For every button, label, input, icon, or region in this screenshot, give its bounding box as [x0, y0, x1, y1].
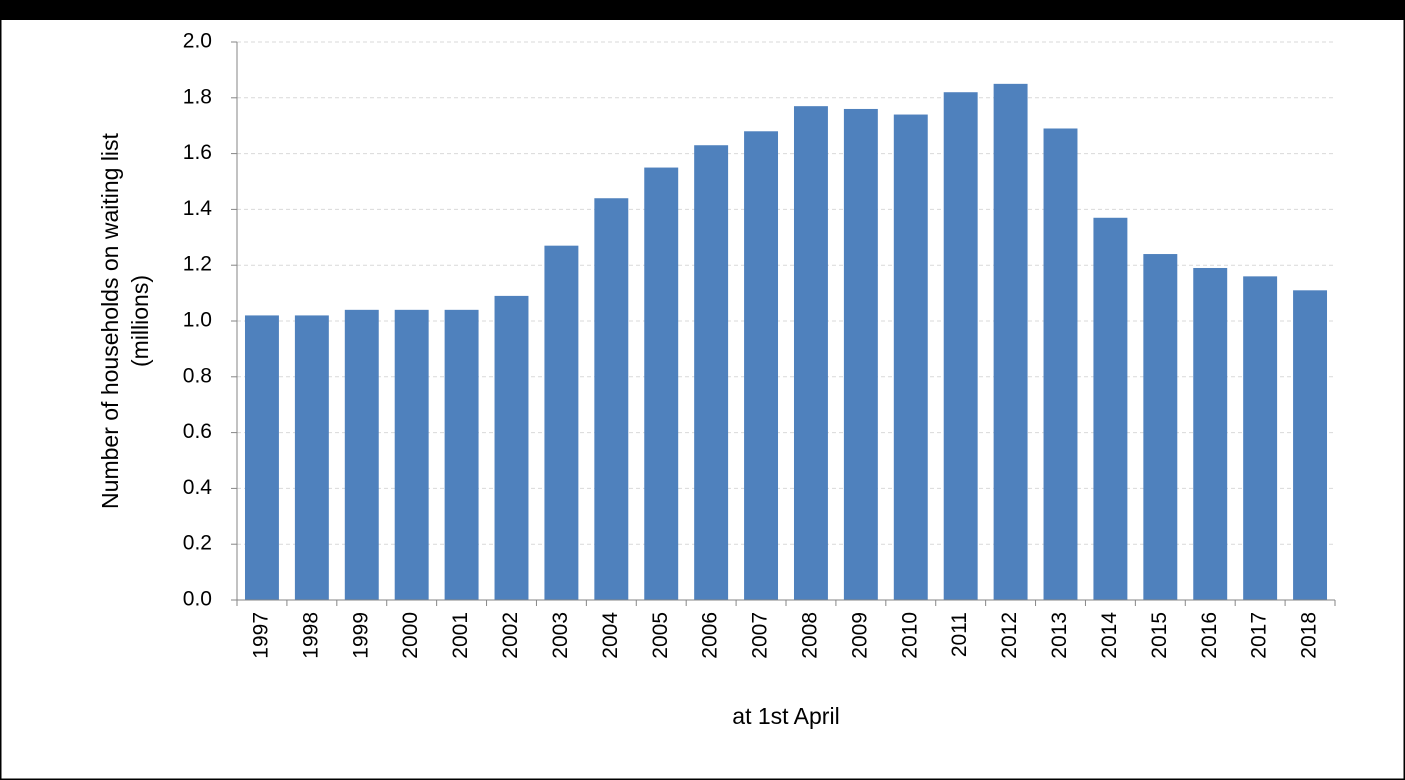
y-tick-label: 0.0	[183, 588, 212, 611]
x-tick-label: 2009	[848, 612, 871, 659]
bar	[594, 198, 629, 601]
x-tick-label: 2018	[1298, 612, 1321, 659]
bar	[394, 309, 429, 600]
bar	[544, 245, 579, 601]
bar	[1243, 276, 1278, 600]
bar	[744, 131, 779, 600]
x-tick-label: 2017	[1248, 612, 1271, 659]
x-tick-label: 2015	[1148, 612, 1171, 659]
x-tick-label: 1998	[299, 612, 322, 659]
bar	[244, 315, 279, 600]
y-tick-label: 1.2	[183, 253, 212, 276]
y-tick-label: 0.4	[183, 476, 213, 499]
bar	[644, 167, 679, 601]
x-tick-label: 2002	[499, 612, 522, 659]
bar	[793, 106, 828, 601]
x-tick-label: 2013	[1048, 612, 1071, 659]
bar	[444, 309, 479, 600]
y-tick-label: 1.0	[183, 309, 212, 332]
y-tick-label: 0.2	[183, 532, 212, 555]
y-tick-label: 1.8	[183, 85, 212, 108]
y-axis-title: Number of households on waiting list	[97, 132, 123, 508]
bar	[993, 83, 1028, 601]
x-tick-label: 2012	[998, 612, 1021, 659]
x-tick-label: 2011	[948, 612, 971, 657]
bar	[1193, 267, 1228, 600]
y-tick-label: 0.8	[183, 364, 212, 387]
bar	[1043, 128, 1078, 601]
x-tick-label: 2001	[449, 612, 472, 659]
x-tick-label: 2014	[1098, 612, 1121, 659]
x-axis-title: at 1st April	[732, 703, 839, 729]
axes: 0.0 0.2 0.4 0.6 0.8 1.0 1.2 1.4 1.6 1.8 2.0 1997 199…	[183, 30, 1336, 659]
x-tick-label: 2003	[549, 612, 572, 659]
bar	[344, 309, 379, 600]
bar	[294, 315, 329, 600]
bar	[943, 92, 978, 600]
y-tick-label: 0.6	[183, 420, 212, 443]
bar	[1143, 254, 1178, 601]
bar	[494, 295, 529, 600]
y-axis-title: (millions)	[127, 275, 153, 367]
x-tick-label: 1999	[349, 612, 372, 659]
x-tick-label: 2008	[799, 612, 822, 659]
x-tick-label: 2006	[699, 612, 722, 659]
header-bar	[0, 0, 1405, 20]
y-tick-label: 1.6	[183, 141, 212, 164]
x-tick-label: 2010	[898, 612, 921, 659]
x-tick-label: 2004	[599, 612, 622, 659]
bar	[893, 114, 928, 600]
x-tick-label: 2007	[749, 612, 772, 659]
bar	[1093, 217, 1128, 600]
x-tick-label: 2005	[649, 612, 672, 659]
x-tick-label: 2000	[399, 612, 422, 659]
bars	[244, 83, 1328, 601]
y-tick-label: 1.4	[183, 197, 213, 220]
bar	[694, 145, 729, 601]
y-tick-label: 2.0	[183, 30, 212, 53]
bar	[843, 108, 878, 601]
x-tick-label: 2016	[1198, 612, 1221, 659]
bar	[1293, 290, 1328, 600]
x-tick-label: 1997	[250, 612, 273, 659]
